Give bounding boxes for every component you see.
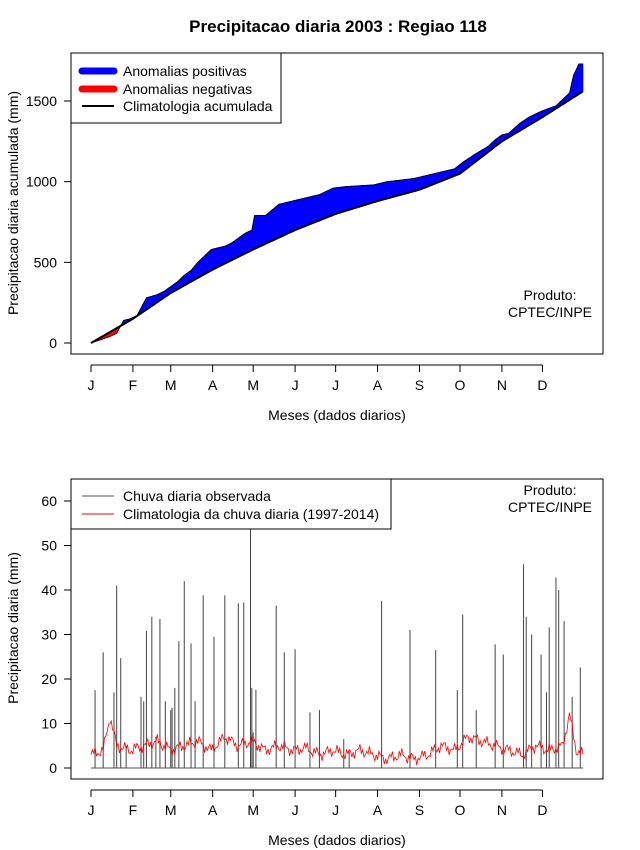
x-axis-label-2: Meses (dados diarios): [268, 832, 406, 848]
x-tick-label-1-2: M: [165, 377, 177, 393]
x-tick-label-1-6: J: [332, 377, 339, 393]
observed-rain-layer: [91, 527, 583, 769]
chart-title: Precipitacao diaria 2003 : Regiao 118: [189, 17, 487, 36]
x-tick-label-1-4: M: [247, 377, 259, 393]
cumulative-chart: 0 500 1000 1500 J F M A M J J A S O N D Precipitacao d…: [5, 52, 604, 423]
legend-label-positive: Anomalias positivas: [123, 63, 247, 79]
x-tick-label-1-10: N: [497, 377, 507, 393]
x-tick-label-1-8: S: [415, 377, 424, 393]
legend-box-2: [70, 478, 392, 530]
y-tick-label-2-4: 40: [41, 582, 57, 598]
plot1-frame: [70, 52, 604, 355]
line-layer: [90, 63, 584, 344]
legend-label-climatology: Climatologia acumulada: [123, 98, 273, 114]
x-tick-label-1-1: F: [129, 377, 138, 393]
y-axis-label-2: Precipitacao diaria (mm): [5, 552, 21, 704]
legend-label-observed: Chuva diaria observada: [123, 488, 271, 504]
x-tick-label-2-0: J: [88, 802, 95, 818]
x-tick-label-2-4: M: [247, 802, 259, 818]
credit-line-1a: Produto:: [524, 287, 577, 303]
y-tick-label-1-3: 1500: [26, 93, 57, 109]
positive-anomaly-segment: [581, 63, 584, 93]
x-tick-label-2-2: M: [165, 802, 177, 818]
observed-cumulative-line: [90, 63, 583, 344]
x-tick-label-2-7: A: [373, 802, 383, 818]
x-axis-label-1: Meses (dados diarios): [268, 407, 406, 423]
x-tick-label-2-10: N: [497, 802, 507, 818]
y-tick-label-2-1: 10: [41, 716, 57, 732]
y-tick-label-2-6: 60: [41, 493, 57, 509]
y-axis-1: 0 500 1000 1500: [26, 93, 71, 351]
y-tick-label-1-2: 1000: [26, 174, 57, 190]
x-tick-label-2-9: O: [455, 802, 466, 818]
credit-line-2b: CPTEC/INPE: [508, 499, 592, 515]
x-tick-label-1-11: D: [537, 377, 547, 393]
x-tick-label-1-3: A: [208, 377, 218, 393]
y-tick-label-2-0: 0: [49, 760, 57, 776]
legend-2: Chuva diaria observada Climatologia da c…: [70, 478, 392, 530]
y-tick-label-1-1: 500: [34, 254, 58, 270]
legend-label-climatology-daily: Climatologia da chuva diaria (1997-2014): [123, 506, 379, 522]
y-tick-label-2-3: 30: [41, 627, 57, 643]
x-tick-label-1-0: J: [88, 377, 95, 393]
x-tick-label-2-5: J: [292, 802, 299, 818]
x-tick-label-2-3: A: [208, 802, 218, 818]
x-tick-label-1-9: O: [455, 377, 466, 393]
x-tick-label-2-6: J: [332, 802, 339, 818]
credit-line-1b: CPTEC/INPE: [508, 304, 592, 320]
y-tick-label-2-5: 50: [41, 538, 57, 554]
credit-line-2a: Produto:: [524, 482, 577, 498]
x-tick-label-1-5: J: [292, 377, 299, 393]
x-tick-label-2-8: S: [415, 802, 424, 818]
x-tick-label-1-7: A: [373, 377, 383, 393]
y-axis-2: 0 10 20 30 40 50 60: [41, 493, 71, 776]
y-axis-label-1: Precipitacao diaria acumulada (mm): [5, 91, 21, 315]
daily-chart: 0 10 20 30 40 50 60 J F M A M J J A S O N D Precipitacao …: [5, 478, 604, 848]
x-tick-label-2-1: F: [129, 802, 138, 818]
climatology-cumulative-line: [90, 90, 584, 344]
climatology-daily-line: [90, 712, 584, 766]
y-tick-label-1-0: 0: [49, 335, 57, 351]
climatology-layer: [90, 712, 584, 766]
y-tick-label-2-2: 20: [41, 671, 57, 687]
legend-1: Anomalias positivas Anomalias negativas …: [70, 52, 282, 124]
legend-label-negative: Anomalias negativas: [123, 81, 252, 97]
x-tick-label-2-11: D: [537, 802, 547, 818]
